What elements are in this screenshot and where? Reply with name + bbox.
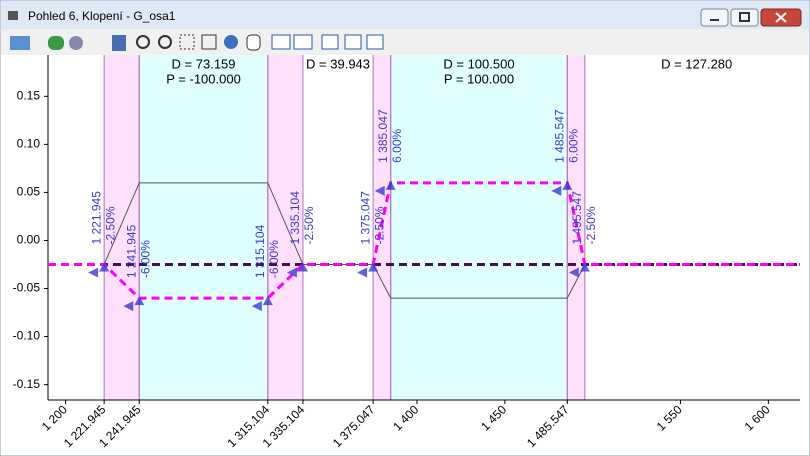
y-tick-label: -0.10 (13, 329, 41, 343)
band (267, 55, 303, 400)
point-marker (568, 267, 579, 278)
station-label: 1 221.945 (89, 191, 103, 245)
title-bar (1, 1, 809, 29)
tool-icon[interactable] (246, 34, 261, 51)
tool-icon[interactable] (136, 35, 150, 49)
tool-icon[interactable] (179, 34, 195, 50)
toolbar-icons (10, 34, 384, 51)
station-label: 1 335.104 (288, 191, 302, 245)
point-marker (374, 185, 385, 196)
band (139, 55, 268, 400)
point-marker (123, 301, 134, 312)
window-title: Pohled 6, Klopení - G_osa1 (28, 9, 176, 23)
slope-label: -2.50% (103, 206, 117, 244)
toolbar (1, 29, 809, 55)
point-marker (262, 296, 273, 306)
point-marker (357, 267, 368, 278)
band (390, 55, 568, 400)
tool-icon[interactable] (201, 34, 217, 50)
point-marker (562, 180, 573, 190)
region-label: P = 100.000 (444, 71, 514, 86)
station-label: 1 315.104 (253, 224, 267, 278)
y-tick-label: 0.05 (17, 185, 41, 199)
y-tick-label: 0.10 (17, 137, 41, 151)
tool-icon[interactable] (271, 34, 291, 50)
band (104, 55, 140, 400)
slope-label: -6.00% (267, 240, 281, 278)
point-marker (286, 267, 297, 278)
maximize-glyph (739, 12, 750, 22)
y-tick-label: -0.15 (13, 377, 41, 391)
region-label: D = 73.159 (172, 56, 236, 71)
point-marker (579, 262, 590, 272)
station-label: 1 385.047 (376, 109, 390, 163)
point-marker (134, 296, 145, 306)
slope-label: -6.00% (138, 240, 152, 278)
y-tick-label: 0.00 (17, 233, 41, 247)
tool-icon[interactable] (224, 35, 238, 49)
window-buttons (700, 8, 802, 27)
minimize-button[interactable] (700, 8, 729, 27)
maximize-button[interactable] (730, 8, 759, 27)
tool-icon[interactable] (321, 34, 339, 50)
tool-icon[interactable] (366, 34, 384, 50)
tool-icon[interactable] (112, 35, 126, 51)
tool-icon[interactable] (344, 34, 362, 50)
region-label: D = 100.500 (443, 56, 514, 71)
tool-icon[interactable] (158, 35, 172, 49)
point-marker (551, 185, 562, 196)
point-marker (99, 262, 110, 272)
region-label: D = 39.943 (306, 56, 370, 71)
close-glyph (775, 12, 787, 23)
station-label: 1 375.047 (358, 191, 372, 245)
region-label: D = 127.280 (661, 56, 732, 71)
tool-icon[interactable] (69, 36, 83, 50)
tool-icon[interactable] (48, 36, 64, 50)
y-tick-label: 0.15 (17, 88, 41, 102)
point-marker (368, 262, 379, 272)
point-marker (88, 267, 99, 278)
y-tick-label: -0.05 (13, 281, 41, 295)
point-marker (251, 301, 262, 312)
window-icon (8, 11, 18, 20)
point-marker (385, 180, 396, 190)
tool-icon[interactable] (10, 36, 30, 50)
series-line (48, 181, 800, 300)
region-label: P = -100.000 (166, 71, 241, 86)
station-label: 1 485.547 (552, 109, 566, 163)
point-marker (297, 262, 308, 272)
slope-label: 6.00% (390, 128, 404, 162)
slope-label: -2.50% (302, 206, 316, 244)
station-label: 1 495.547 (570, 191, 584, 245)
tool-icon[interactable] (293, 34, 313, 50)
slope-label: -2.50% (584, 206, 598, 244)
station-label: 1 241.945 (124, 224, 138, 278)
slope-label: 6.00% (566, 128, 580, 162)
slope-label: -2.50% (372, 206, 386, 244)
